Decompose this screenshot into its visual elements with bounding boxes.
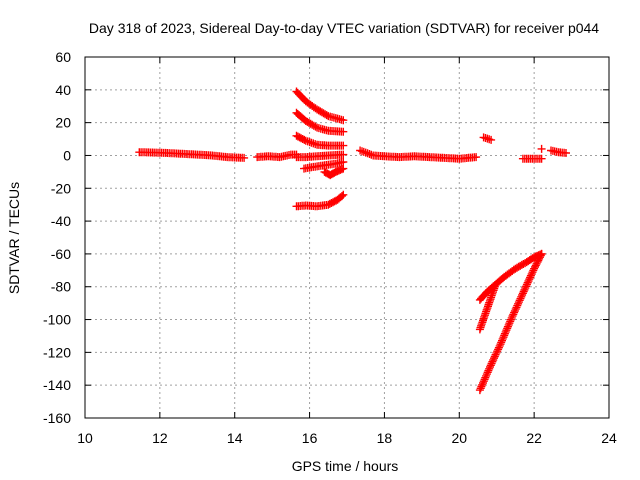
y-tick-label: 60	[55, 49, 71, 65]
data-point-markers	[292, 150, 348, 162]
data-point-markers	[475, 282, 499, 334]
data-series	[547, 146, 570, 157]
data-point-markers	[320, 164, 348, 180]
data-point-markers	[475, 249, 546, 304]
data-series	[475, 249, 546, 304]
x-axis-label: GPS time / hours	[292, 458, 399, 474]
data-series	[300, 158, 348, 173]
x-tick-label: 22	[526, 430, 542, 446]
x-tick-label: 10	[77, 430, 93, 446]
data-layer	[135, 87, 570, 395]
y-tick-label: -120	[43, 344, 71, 360]
data-series	[253, 150, 301, 162]
data-point-markers	[518, 154, 546, 163]
y-tick-label: -20	[51, 180, 71, 196]
data-point-markers	[292, 190, 348, 211]
y-tick-label: -60	[51, 246, 71, 262]
y-tick-label: 0	[63, 147, 71, 163]
x-tick-label: 14	[227, 430, 243, 446]
x-tick-label: 16	[302, 430, 318, 446]
data-point-markers	[356, 146, 481, 163]
data-point-markers	[475, 249, 546, 395]
data-series	[537, 144, 546, 153]
data-point-markers	[253, 150, 301, 162]
y-tick-label: -80	[51, 279, 71, 295]
y-tick-label: -160	[43, 410, 71, 426]
data-series	[518, 154, 546, 163]
data-series	[292, 108, 348, 136]
data-series	[292, 87, 348, 125]
y-tick-label: -100	[43, 312, 71, 328]
data-series	[475, 282, 499, 334]
y-tick-label: 40	[55, 82, 71, 98]
x-tick-label: 18	[377, 430, 393, 446]
data-point-markers	[300, 158, 348, 173]
data-point-markers	[292, 87, 348, 125]
y-axis-label: SDTVAR / TECUs	[6, 182, 22, 294]
data-series	[292, 150, 348, 162]
data-series	[292, 190, 348, 211]
data-series	[479, 133, 496, 144]
y-tick-label: -40	[51, 213, 71, 229]
data-point-markers	[292, 131, 348, 150]
y-tick-label: 20	[55, 115, 71, 131]
data-series	[356, 146, 481, 163]
data-point-markers	[135, 148, 249, 162]
y-tick-label: -140	[43, 377, 71, 393]
x-tick-label: 12	[152, 430, 168, 446]
grid-layer	[85, 57, 609, 418]
data-series	[292, 131, 348, 150]
plot-frame	[84, 56, 610, 419]
data-point-markers	[292, 108, 348, 136]
data-series	[320, 164, 348, 180]
x-tick-label: 20	[451, 430, 467, 446]
x-tick-label: 24	[601, 430, 617, 446]
tick-layer: 10 12 14 16 18 20 22 24 -160 -140 -120 -100 -80 -60 -4…	[43, 49, 617, 446]
data-point-markers	[479, 133, 496, 144]
data-point-markers	[537, 144, 546, 153]
data-series	[135, 148, 249, 162]
chart-title: Day 318 of 2023, Sidereal Day-to-day VTE…	[89, 20, 599, 36]
data-series	[475, 249, 546, 395]
data-point-markers	[547, 146, 570, 157]
